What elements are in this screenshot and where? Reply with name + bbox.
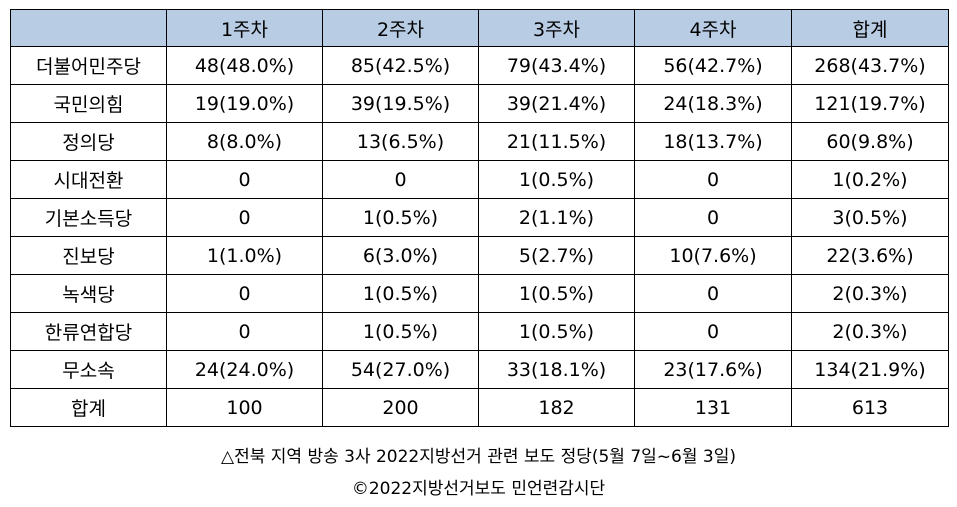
table-row: 국민의힘 19(19.0%) 39(19.5%) 39(21.4%) 24(18… bbox=[10, 84, 949, 123]
table-row: 기본소득당 0 1(0.5%) 2(1.1%) 0 3(0.5%) bbox=[10, 198, 949, 237]
copyright-credit: ©2022지방선거보도 민언련감시단 bbox=[351, 479, 606, 499]
table-cell: 1(0.5%) bbox=[478, 160, 635, 199]
table-cell: 22(3.6%) bbox=[791, 236, 949, 275]
header-cell-week4: 4주차 bbox=[634, 9, 792, 47]
table-cell: 1(0.5%) bbox=[322, 198, 479, 237]
party-name-cell: 시대전환 bbox=[10, 160, 167, 199]
table-row: 시대전환 0 0 1(0.5%) 0 1(0.2%) bbox=[10, 160, 949, 199]
party-name-cell: 녹색당 bbox=[10, 274, 167, 313]
total-label-cell: 합계 bbox=[10, 388, 167, 427]
table-cell: 24(24.0%) bbox=[166, 350, 323, 389]
table-header-row: 1주차 2주차 3주차 4주차 합계 bbox=[10, 9, 949, 47]
total-cell: 200 bbox=[322, 388, 479, 427]
table-cell: 56(42.7%) bbox=[634, 46, 792, 85]
table-cell: 8(8.0%) bbox=[166, 122, 323, 161]
table-cell: 0 bbox=[166, 312, 323, 351]
table-cell: 39(19.5%) bbox=[322, 84, 479, 123]
table-cell: 10(7.6%) bbox=[634, 236, 792, 275]
party-name-cell: 한류연합당 bbox=[10, 312, 167, 351]
table-cell: 79(43.4%) bbox=[478, 46, 635, 85]
table-row: 무소속 24(24.0%) 54(27.0%) 33(18.1%) 23(17.… bbox=[10, 350, 949, 389]
party-name-cell: 더불어민주당 bbox=[10, 46, 167, 85]
table-row: 녹색당 0 1(0.5%) 1(0.5%) 0 2(0.3%) bbox=[10, 274, 949, 313]
party-name-cell: 기본소득당 bbox=[10, 198, 167, 237]
table-cell: 1(0.5%) bbox=[478, 274, 635, 313]
table-cell: 39(21.4%) bbox=[478, 84, 635, 123]
table-cell: 18(13.7%) bbox=[634, 122, 792, 161]
table-cell: 1(0.5%) bbox=[322, 274, 479, 313]
total-cell: 182 bbox=[478, 388, 635, 427]
table-total-row: 합계 100 200 182 131 613 bbox=[10, 388, 949, 427]
table-caption: △전북 지역 방송 3사 2022지방선거 관련 보도 정당(5월 7일~6월 … bbox=[221, 447, 736, 467]
table-row: 한류연합당 0 1(0.5%) 1(0.5%) 0 2(0.3%) bbox=[10, 312, 949, 351]
table-cell: 3(0.5%) bbox=[791, 198, 949, 237]
table-row: 더불어민주당 48(48.0%) 85(42.5%) 79(43.4%) 56(… bbox=[10, 46, 949, 85]
table-cell: 5(2.7%) bbox=[478, 236, 635, 275]
table-cell: 2(0.3%) bbox=[791, 274, 949, 313]
table-cell: 0 bbox=[166, 198, 323, 237]
table-cell: 1(0.5%) bbox=[322, 312, 479, 351]
table-cell: 0 bbox=[634, 274, 792, 313]
total-cell: 100 bbox=[166, 388, 323, 427]
table-cell: 0 bbox=[322, 160, 479, 199]
header-cell-week3: 3주차 bbox=[478, 9, 635, 47]
table-cell: 2(0.3%) bbox=[791, 312, 949, 351]
table-cell: 0 bbox=[166, 160, 323, 199]
table-cell: 48(48.0%) bbox=[166, 46, 323, 85]
table-cell: 2(1.1%) bbox=[478, 198, 635, 237]
table-cell: 21(11.5%) bbox=[478, 122, 635, 161]
total-cell: 613 bbox=[791, 388, 949, 427]
table-cell: 19(19.0%) bbox=[166, 84, 323, 123]
table-cell: 6(3.0%) bbox=[322, 236, 479, 275]
header-cell-week2: 2주차 bbox=[322, 9, 479, 47]
party-name-cell: 무소속 bbox=[10, 350, 167, 389]
table-cell: 0 bbox=[634, 198, 792, 237]
table-cell: 134(21.9%) bbox=[791, 350, 949, 389]
party-name-cell: 국민의힘 bbox=[10, 84, 167, 123]
table-cell: 23(17.6%) bbox=[634, 350, 792, 389]
table-cell: 33(18.1%) bbox=[478, 350, 635, 389]
table-cell: 0 bbox=[634, 160, 792, 199]
header-cell-week1: 1주차 bbox=[166, 9, 323, 47]
table-cell: 268(43.7%) bbox=[791, 46, 949, 85]
table-cell: 54(27.0%) bbox=[322, 350, 479, 389]
table-cell: 13(6.5%) bbox=[322, 122, 479, 161]
table-cell: 0 bbox=[634, 312, 792, 351]
table-cell: 1(1.0%) bbox=[166, 236, 323, 275]
header-cell-total: 합계 bbox=[791, 9, 949, 47]
party-name-cell: 정의당 bbox=[10, 122, 167, 161]
party-coverage-table: 1주차 2주차 3주차 4주차 합계 더불어민주당 48(48.0%) 85(4… bbox=[10, 9, 949, 427]
table-cell: 85(42.5%) bbox=[322, 46, 479, 85]
table-cell: 24(18.3%) bbox=[634, 84, 792, 123]
party-name-cell: 진보당 bbox=[10, 236, 167, 275]
table-cell: 121(19.7%) bbox=[791, 84, 949, 123]
table-cell: 0 bbox=[166, 274, 323, 313]
table-cell: 60(9.8%) bbox=[791, 122, 949, 161]
table-cell: 1(0.5%) bbox=[478, 312, 635, 351]
total-cell: 131 bbox=[634, 388, 792, 427]
table-row: 진보당 1(1.0%) 6(3.0%) 5(2.7%) 10(7.6%) 22(… bbox=[10, 236, 949, 275]
party-coverage-table-container: 1주차 2주차 3주차 4주차 합계 더불어민주당 48(48.0%) 85(4… bbox=[10, 9, 949, 427]
table-cell: 1(0.2%) bbox=[791, 160, 949, 199]
header-cell-corner bbox=[10, 9, 167, 47]
table-row: 정의당 8(8.0%) 13(6.5%) 21(11.5%) 18(13.7%)… bbox=[10, 122, 949, 161]
